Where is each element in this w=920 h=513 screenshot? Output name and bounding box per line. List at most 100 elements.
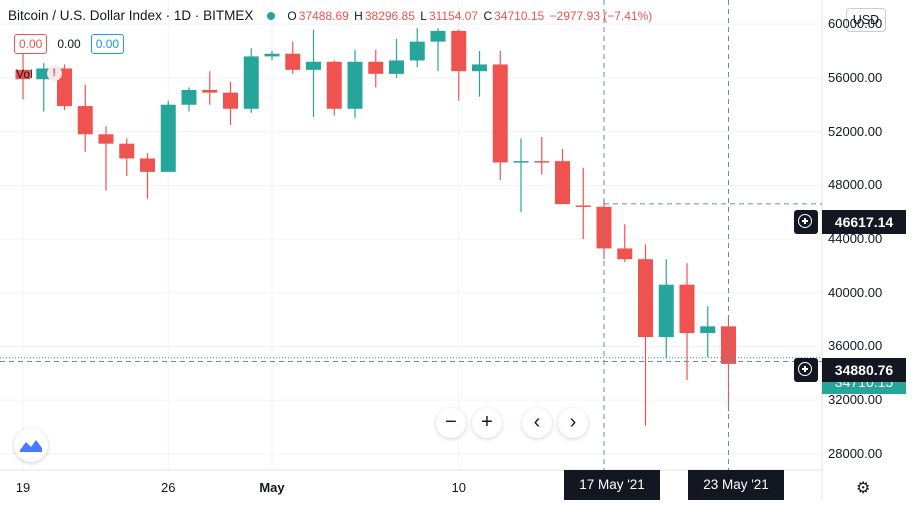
candle-2021-04-29: [223, 81, 238, 125]
price-tick-label: 56000.00: [828, 69, 883, 85]
date-tick-label: 26: [161, 480, 176, 495]
candle-2021-04-24: [119, 138, 135, 176]
crosshairs: [0, 0, 822, 470]
candle-body: [15, 69, 31, 80]
candle-body: [243, 56, 259, 109]
exchange-label: BITMEX: [203, 8, 254, 23]
high-value: 38296.85: [364, 8, 415, 23]
price-tick-label: 60000.00: [828, 16, 883, 32]
candle-body: [181, 89, 197, 105]
candle-body: [409, 41, 425, 61]
volume-legend: Vol !: [16, 66, 62, 81]
candle-body: [160, 104, 176, 172]
candle-2021-05-04: [326, 60, 342, 116]
add-alert-plus-icon[interactable]: [794, 210, 818, 234]
candle-2021-05-15: [555, 149, 570, 205]
header-separator: ·: [165, 8, 171, 23]
crosshair-date-tag: 17 May '21: [564, 470, 660, 500]
candle-body: [658, 284, 674, 338]
candle-2021-05-13: [513, 138, 529, 213]
candles: [15, 28, 736, 426]
high-label: H: [354, 8, 363, 23]
candle-2021-05-07: [389, 38, 404, 78]
candle-body: [617, 248, 633, 260]
candle-2021-05-11: [472, 51, 487, 97]
candle-2021-04-23: [98, 126, 114, 191]
close-label: C: [483, 8, 493, 23]
currency-button[interactable]: USD: [846, 8, 886, 32]
candle-2021-05-12: [492, 51, 508, 180]
price-tick-label: 36000.00: [828, 338, 883, 354]
price-tick-label: 52000.00: [828, 123, 883, 139]
chart-header: Bitcoin / U.S. Dollar Index · 1D · BITME…: [8, 8, 654, 23]
low-value: 31154.07: [428, 8, 479, 23]
header-separator: ·: [194, 8, 200, 23]
candle-body: [98, 134, 114, 144]
candle-body: [555, 161, 570, 205]
volume-label[interactable]: Vol: [16, 66, 33, 81]
candle-body: [368, 61, 384, 74]
candle-body: [57, 68, 72, 107]
candle-body: [326, 61, 342, 109]
candle-body: [430, 30, 446, 42]
scroll-right-button[interactable]: ›: [558, 408, 588, 438]
candle-body: [534, 161, 550, 163]
candle-2021-05-10: [451, 29, 467, 101]
date-tick-label: 10: [451, 480, 466, 495]
candle-2021-05-18: [617, 224, 633, 262]
candle-2021-05-01: [264, 51, 280, 61]
symbol-title[interactable]: Bitcoin / U.S. Dollar Index: [8, 8, 162, 23]
candle-2021-05-03: [306, 29, 321, 117]
crosshair-price-tag: 46617.14: [822, 210, 906, 234]
candle-2021-04-20: [36, 63, 52, 112]
candle-2021-05-02: [285, 41, 301, 74]
scroll-left-button[interactable]: ‹: [522, 408, 552, 438]
price-tick-label: 48000.00: [828, 177, 883, 193]
warning-icon[interactable]: !: [46, 66, 62, 81]
candle-body: [202, 89, 218, 93]
candle-body: [140, 158, 155, 172]
candle-body: [451, 30, 467, 72]
tradingview-logo-icon[interactable]: [14, 428, 48, 462]
candle-body: [119, 143, 135, 159]
add-alert-plus-icon[interactable]: [794, 358, 818, 382]
indicator-values: 0.00 0.00 0.00: [14, 34, 125, 54]
price-tick-label: 44000.00: [828, 231, 883, 247]
candle-2021-04-26: [160, 100, 176, 172]
ohlc-values: O 37488.69 H 38296.85 L 31154.07 C 34710.15 …: [287, 9, 654, 23]
candle-2021-04-22: [77, 84, 93, 152]
candle-2021-04-25: [140, 153, 155, 199]
date-tick-label: 19: [15, 480, 31, 495]
candle-2021-05-05: [347, 49, 363, 119]
candle-2021-05-16: [575, 167, 591, 240]
change-value: −2977.93 (−7.41%): [549, 8, 653, 23]
candle-body: [472, 64, 487, 72]
candle-2021-04-30: [243, 48, 259, 113]
price-tick-label: 32000.00: [828, 392, 883, 408]
candle-2021-04-28: [202, 71, 218, 105]
close-value: 34710.15: [494, 8, 545, 23]
candle-body: [285, 53, 301, 70]
interval-label[interactable]: 1D: [173, 8, 192, 23]
candle-2021-04-27: [181, 87, 197, 112]
settings-gear-icon[interactable]: ⚙: [856, 480, 871, 497]
candle-2021-05-20: [658, 259, 674, 359]
open-label: O: [287, 8, 297, 23]
candle-2021-05-06: [368, 49, 384, 88]
candle-body: [575, 205, 591, 207]
candle-body: [389, 60, 404, 74]
candle-body: [638, 259, 653, 338]
zoom-out-button[interactable]: −: [436, 408, 466, 438]
candle-2021-05-08: [409, 28, 425, 68]
candle-2021-05-14: [534, 136, 550, 175]
crosshair-price-tag-2: 34880.76: [822, 358, 906, 382]
zoom-in-button[interactable]: +: [472, 408, 502, 438]
low-label: L: [420, 8, 427, 23]
grid: [0, 0, 822, 470]
price-tick-label: 40000.00: [828, 284, 883, 300]
candle-body: [492, 64, 508, 163]
candle-body: [223, 92, 238, 109]
candle-2021-05-22: [700, 306, 716, 358]
candle-2021-05-09: [430, 28, 446, 72]
